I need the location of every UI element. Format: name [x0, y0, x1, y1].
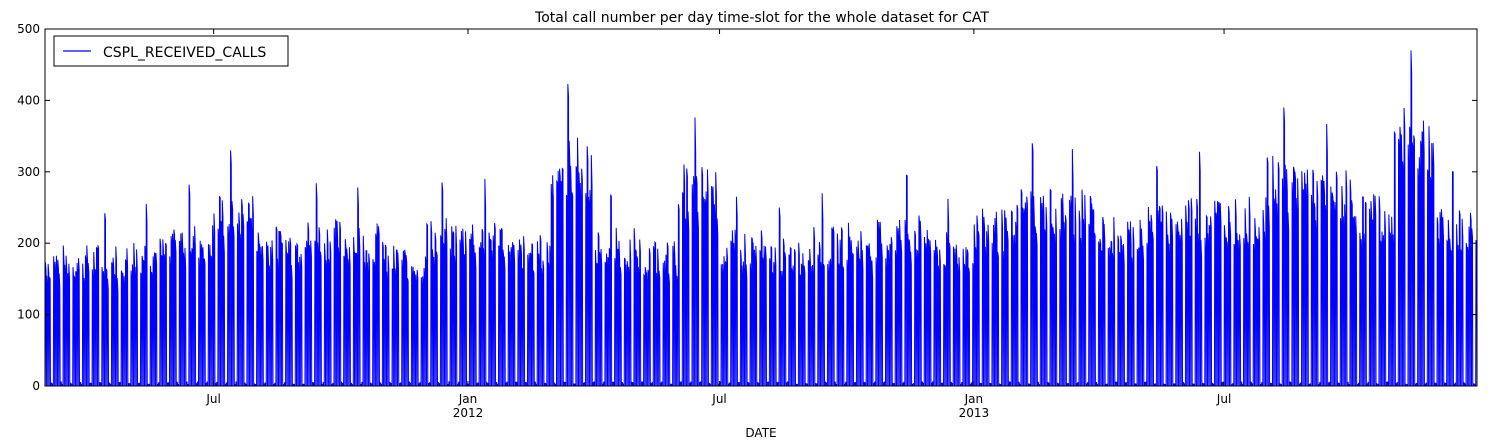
- x-tick-label: Jan: [964, 392, 984, 406]
- legend-label: CSPL_RECEIVED_CALLS: [103, 45, 266, 61]
- series-segment-0-21: [930, 198, 975, 386]
- series-group: [45, 50, 1477, 386]
- x-tick-sublabel: 2013: [959, 406, 990, 420]
- series-segment-0-31: [1350, 194, 1395, 386]
- series-segment-0-30: [1309, 123, 1352, 386]
- series-segment-0-17: [761, 207, 806, 386]
- x-axis-label: DATE: [745, 426, 776, 440]
- series-segment-0-9: [424, 182, 469, 386]
- series-segment-0-32: [1393, 50, 1436, 386]
- series-segment-0-23: [1016, 143, 1056, 386]
- series-segment-0-5: [256, 226, 300, 386]
- series-segment-0-10: [467, 178, 512, 386]
- series-segment-0-29: [1266, 107, 1311, 386]
- series-segment-0-0: [45, 245, 89, 386]
- series-segment-0-14: [634, 239, 679, 386]
- series-segment-0-15: [677, 117, 720, 386]
- series-segment-0-3: [171, 184, 215, 386]
- series-segment-0-7: [340, 187, 385, 386]
- series-segment-0-28: [1223, 196, 1268, 386]
- series-segment-0-8: [383, 244, 426, 386]
- series-segment-0-20: [889, 174, 932, 386]
- series-segment-0-22: [973, 208, 1018, 386]
- series-segment-0-27: [1182, 151, 1225, 386]
- y-tick-label: 500: [17, 22, 40, 36]
- series-segment-0-19: [846, 219, 890, 386]
- y-tick-label: 300: [17, 165, 40, 179]
- series-segment-0-18: [804, 193, 848, 386]
- x-tick-label: Jul: [711, 392, 726, 406]
- plot-frame: [44, 28, 1478, 387]
- series-segment-0-12: [550, 83, 595, 386]
- series-segment-0-33: [1435, 171, 1477, 386]
- legend-box: [53, 35, 289, 67]
- series-segment-0-16: [719, 196, 763, 386]
- series-segment-0-13: [593, 194, 636, 386]
- x-tick-label: Jul: [1216, 392, 1231, 406]
- y-tick-label: 200: [17, 236, 40, 250]
- x-tick-label: Jan: [458, 392, 478, 406]
- series-segment-0-25: [1097, 216, 1141, 386]
- y-tick-label: 400: [17, 93, 40, 107]
- y-axis: 0 100 200 300 400 500: [17, 22, 1477, 393]
- x-tick-label: Jul: [205, 392, 220, 406]
- legend: CSPL_RECEIVED_CALLS: [53, 35, 289, 67]
- x-tick-sublabel: 2012: [453, 406, 484, 420]
- series-segment-0-1: [87, 213, 130, 386]
- y-tick-label: 0: [32, 379, 40, 393]
- series-segment-0-24: [1054, 148, 1099, 386]
- series-segment-0-2: [128, 203, 173, 386]
- y-tick-label: 100: [17, 308, 40, 322]
- chart-title: Total call number per day time-slot for …: [534, 10, 989, 26]
- series-segment-0-11: [510, 235, 552, 386]
- series-segment-0-26: [1139, 166, 1184, 386]
- series-segment-0-4: [213, 150, 257, 386]
- series-segment-0-6: [298, 183, 342, 386]
